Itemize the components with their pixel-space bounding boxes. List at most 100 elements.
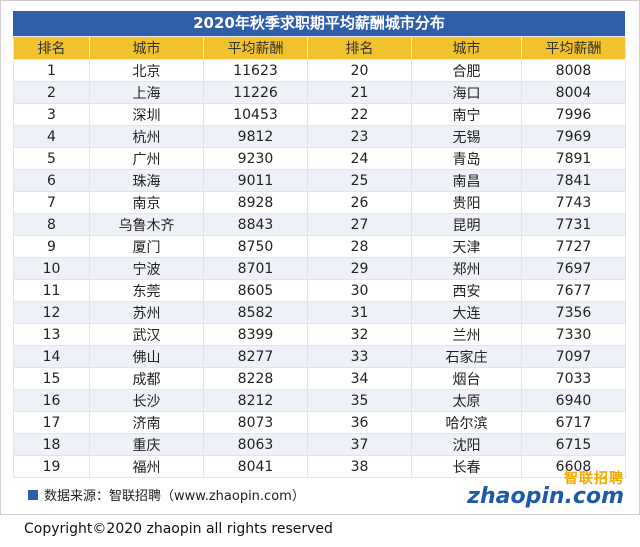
cell-city: 济南 [89,411,204,434]
cell-city: 沈阳 [411,433,522,456]
cell-salary: 11623 [203,59,308,82]
table-title: 2020年秋季求职期平均薪酬城市分布 [13,11,625,36]
table-row: 18 重庆 8063 37 沈阳 6715 [13,433,626,456]
cell-rank: 35 [307,389,412,412]
cell-rank: 31 [307,301,412,324]
salary-table: 排名 城市 平均薪酬 排名 城市 平均薪酬 1 北京 11623 20 合肥 8008 2 上… [13,36,626,478]
cell-city: 海口 [411,81,522,104]
cell-salary: 7891 [521,147,626,170]
cell-salary: 7731 [521,213,626,236]
cell-rank: 9 [13,235,90,258]
cell-salary: 8750 [203,235,308,258]
copyright-text: Copyright©2020 zhaopin all rights reserv… [24,521,333,537]
cell-salary: 8212 [203,389,308,412]
cell-rank: 12 [13,301,90,324]
cell-rank: 14 [13,345,90,368]
source-text: 数据来源：智联招聘（www.zhaopin.com） [44,489,305,504]
cell-city: 杭州 [89,125,204,148]
cell-salary: 7841 [521,169,626,192]
cell-rank: 32 [307,323,412,346]
blue-square-icon [28,489,38,500]
cell-salary: 7697 [521,257,626,280]
cell-salary: 6940 [521,389,626,412]
table-row: 2 上海 11226 21 海口 8004 [13,81,626,104]
cell-salary: 11226 [203,81,308,104]
cell-city: 贵阳 [411,191,522,214]
cell-salary: 8928 [203,191,308,214]
cell-salary: 8701 [203,257,308,280]
cell-salary: 8063 [203,433,308,456]
cell-city: 哈尔滨 [411,411,522,434]
table-row: 19 福州 8041 38 长春 6608 [13,455,626,478]
cell-city: 深圳 [89,103,204,126]
table-row: 8 乌鲁木齐 8843 27 昆明 7731 [13,213,626,236]
cell-rank: 34 [307,367,412,390]
cell-city: 大连 [411,301,522,324]
cell-salary: 8228 [203,367,308,390]
cell-rank: 10 [13,257,90,280]
cell-salary: 7356 [521,301,626,324]
cell-rank: 6 [13,169,90,192]
cell-salary: 8582 [203,301,308,324]
cell-salary: 9812 [203,125,308,148]
header-city: 城市 [89,36,204,60]
table-row: 16 长沙 8212 35 太原 6940 [13,389,626,412]
cell-city: 广州 [89,147,204,170]
table-row: 3 深圳 10453 22 南宁 7996 [13,103,626,126]
header-salary: 平均薪酬 [203,36,308,60]
table-row: 5 广州 9230 24 青岛 7891 [13,147,626,170]
table-row: 13 武汉 8399 32 兰州 7330 [13,323,626,346]
data-source: 数据来源：智联招聘（www.zhaopin.com） [28,485,305,504]
cell-salary: 7330 [521,323,626,346]
cell-rank: 15 [13,367,90,390]
cell-salary: 8277 [203,345,308,368]
cell-city: 天津 [411,235,522,258]
cell-city: 福州 [89,455,204,478]
table-row: 9 厦门 8750 28 天津 7727 [13,235,626,258]
cell-rank: 38 [307,455,412,478]
cell-rank: 27 [307,213,412,236]
cell-rank: 26 [307,191,412,214]
cell-city: 南宁 [411,103,522,126]
cell-city: 佛山 [89,345,204,368]
cell-city: 北京 [89,59,204,82]
cell-rank: 25 [307,169,412,192]
table-row: 4 杭州 9812 23 无锡 7969 [13,125,626,148]
table-row: 15 成都 8228 34 烟台 7033 [13,367,626,390]
cell-salary: 8605 [203,279,308,302]
table-row: 6 珠海 9011 25 南昌 7841 [13,169,626,192]
cell-salary: 8399 [203,323,308,346]
table-row: 11 东莞 8605 30 西安 7677 [13,279,626,302]
cell-salary: 7033 [521,367,626,390]
cell-city: 厦门 [89,235,204,258]
cell-salary: 10453 [203,103,308,126]
cell-city: 郑州 [411,257,522,280]
cell-salary: 6715 [521,433,626,456]
header-salary: 平均薪酬 [521,36,626,60]
cell-city: 宁波 [89,257,204,280]
cell-rank: 36 [307,411,412,434]
cell-city: 西安 [411,279,522,302]
cell-rank: 28 [307,235,412,258]
header-rank: 排名 [13,36,90,60]
cell-rank: 37 [307,433,412,456]
cell-salary: 9230 [203,147,308,170]
cell-city: 东莞 [89,279,204,302]
table-header-row: 排名 城市 平均薪酬 排名 城市 平均薪酬 [13,36,626,60]
cell-rank: 4 [13,125,90,148]
logo-cn-text: 智联招聘 [564,471,624,487]
cell-city: 烟台 [411,367,522,390]
cell-city: 合肥 [411,59,522,82]
cell-salary: 7727 [521,235,626,258]
cell-city: 长沙 [89,389,204,412]
cell-salary: 7969 [521,125,626,148]
cell-salary: 6717 [521,411,626,434]
cell-rank: 18 [13,433,90,456]
cell-salary: 7097 [521,345,626,368]
table-row: 7 南京 8928 26 贵阳 7743 [13,191,626,214]
cell-rank: 21 [307,81,412,104]
table-row: 10 宁波 8701 29 郑州 7697 [13,257,626,280]
cell-city: 珠海 [89,169,204,192]
cell-rank: 1 [13,59,90,82]
cell-city: 兰州 [411,323,522,346]
